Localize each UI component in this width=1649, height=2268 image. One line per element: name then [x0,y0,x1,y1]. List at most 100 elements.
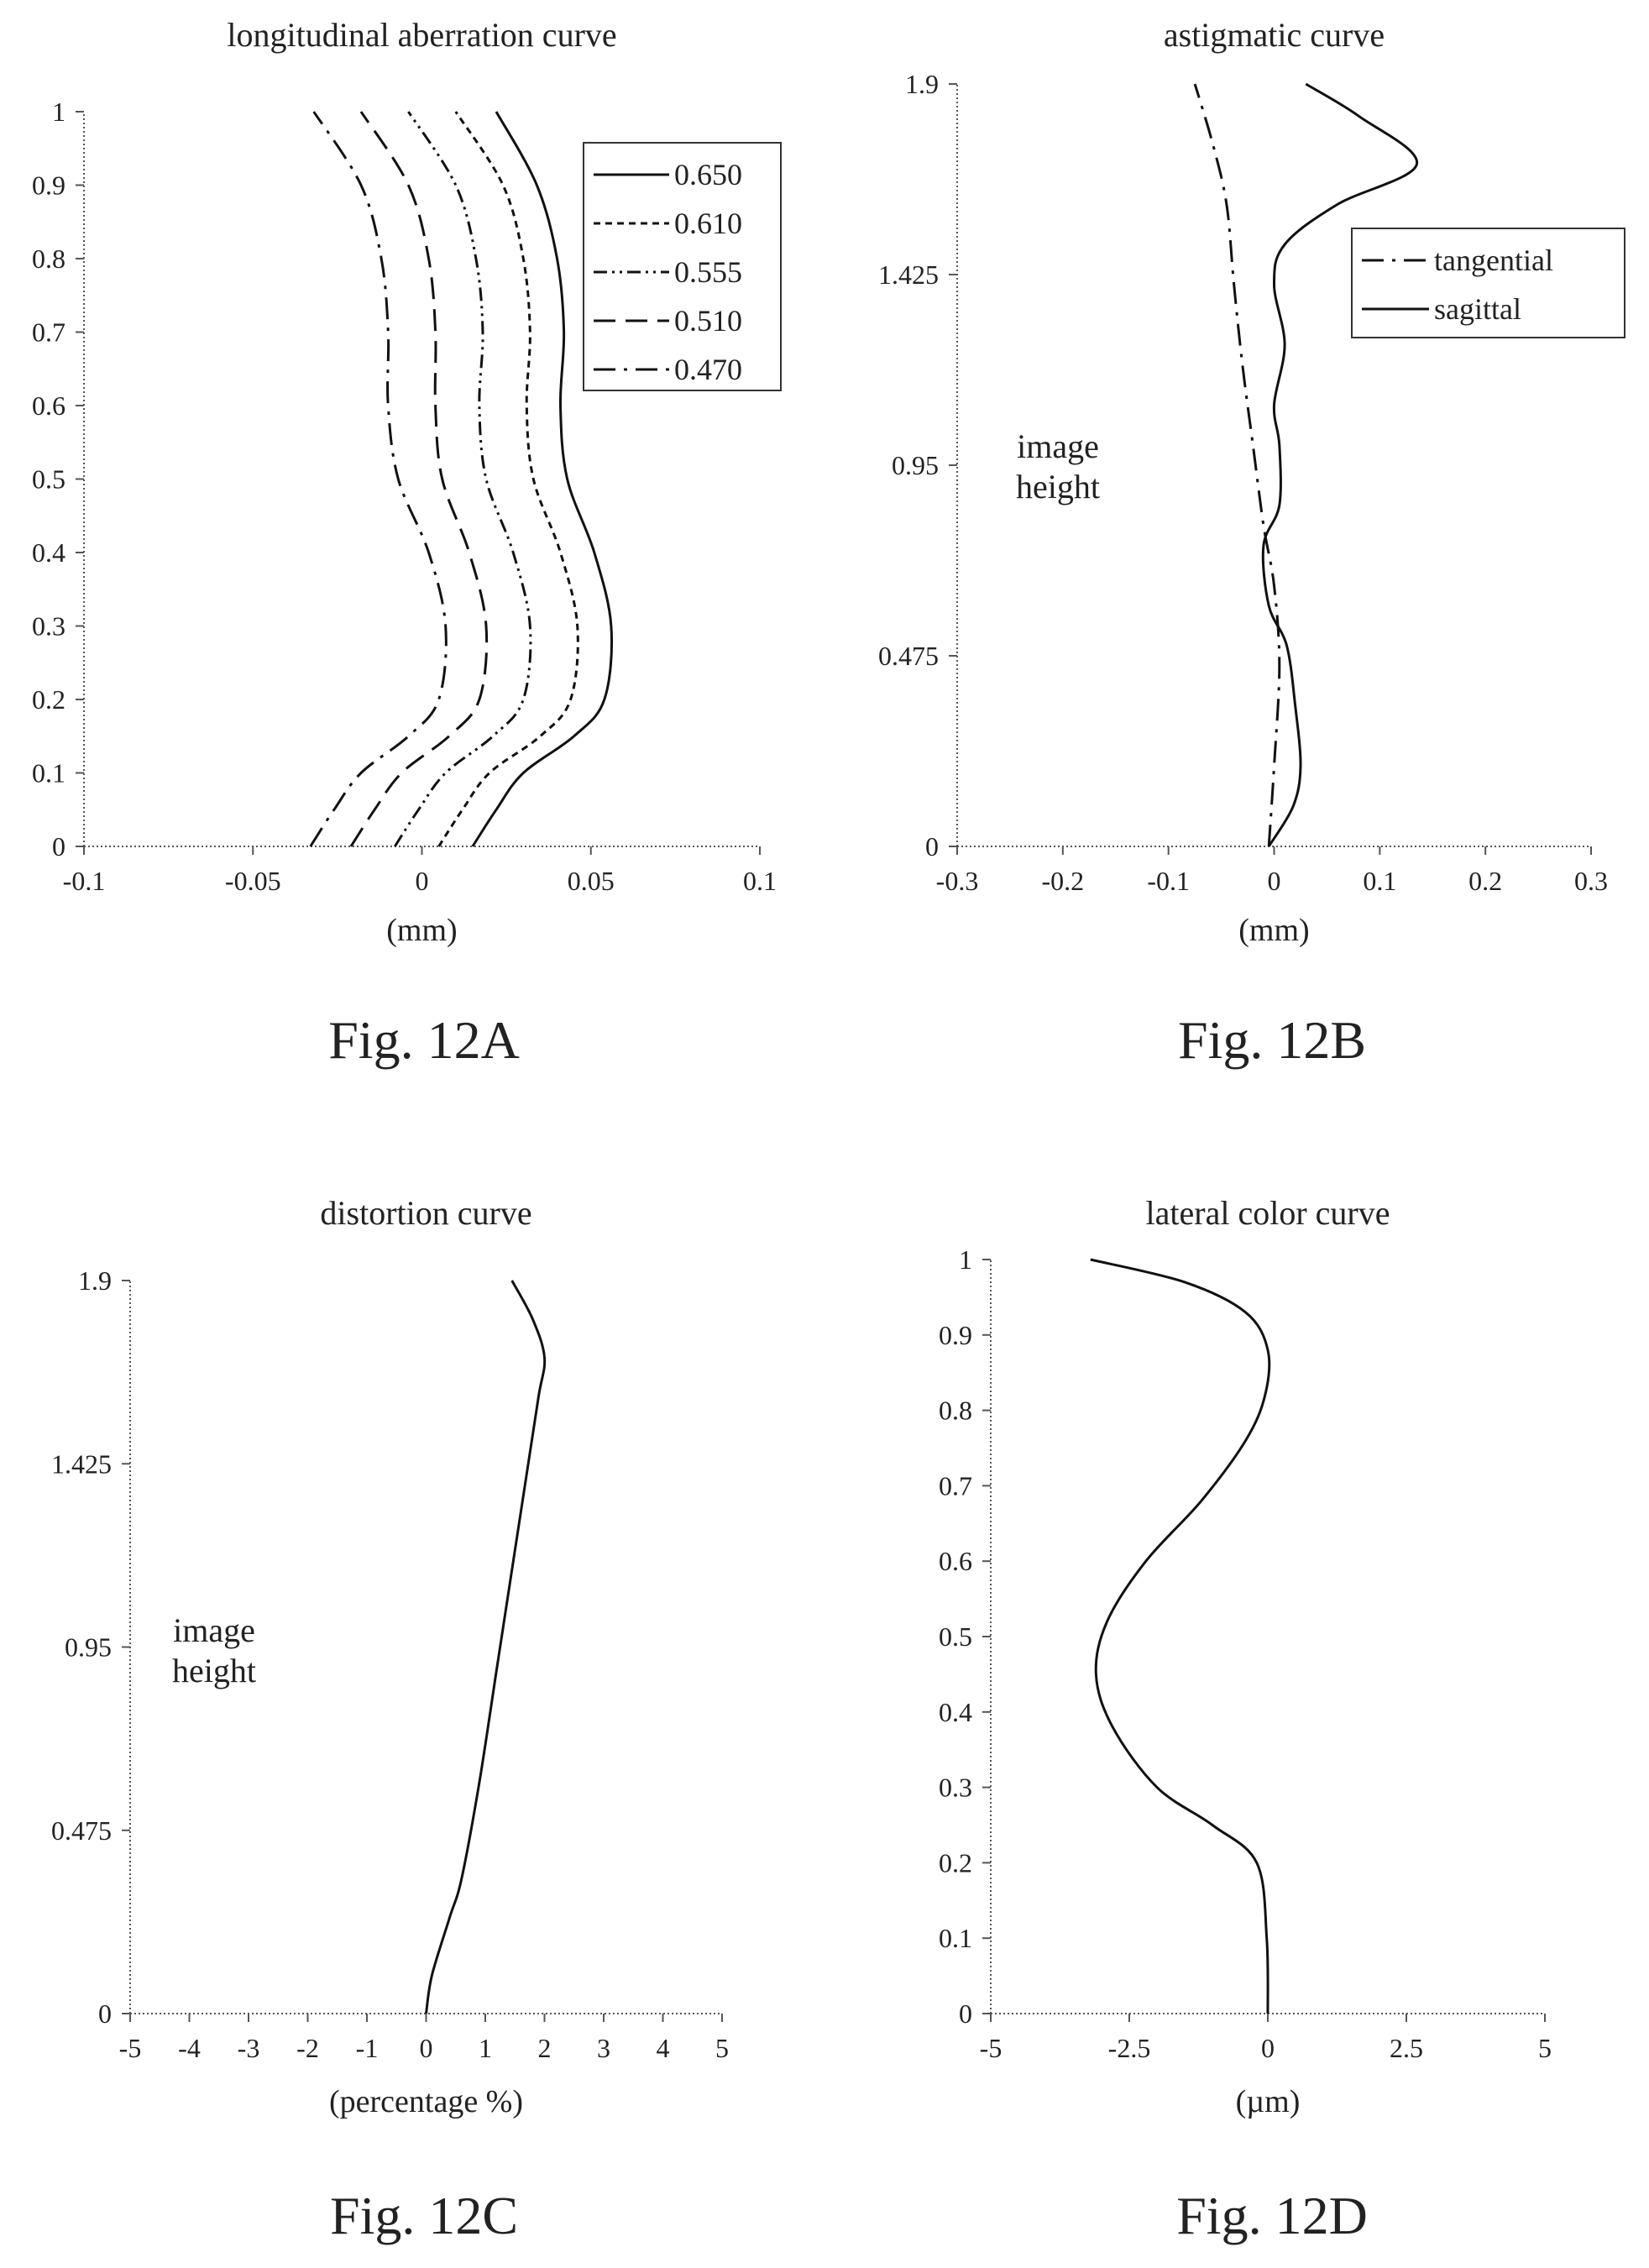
y-tick-label: 0.8 [32,244,65,274]
legend-label: 0.510 [674,304,742,338]
y-tick-label: 0.95 [65,1632,112,1663]
y-tick-label: 0.8 [939,1396,972,1426]
x-tick-label: 2.5 [1390,2033,1423,2063]
y-tick-label: 0.3 [939,1773,972,1803]
y-axis-annotation: height [172,1652,256,1689]
series-line-0650 [471,111,614,847]
series-line-tangential [1193,83,1281,847]
fig-caption-12c: Fig. 12C [330,2186,518,2245]
legend: 0.650 0.610 0.555 0.510 0.470 [583,142,782,391]
legend-label: 0.470 [674,353,742,386]
y-tick-label: 0.9 [32,170,65,201]
x-tick-label: 0.3 [1574,866,1608,896]
y-tick-label: 0.4 [32,537,65,568]
chart-title: longitudinal aberration curve [227,16,616,54]
x-tick-label: 0.1 [743,866,777,896]
x-tick-label: 0.05 [568,866,615,896]
x-tick-label: -2 [296,2033,319,2063]
chart-title: distortion curve [320,1194,531,1232]
y-tick-label: 0.2 [32,684,65,715]
x-tick-label: -1 [356,2033,379,2063]
x-tick-label: 0 [416,866,429,896]
chart-astigmatic: astigmatic curve -0.3 -0.2 -0.1 0 0.1 0.2 0.3 0 0… [878,16,1625,948]
x-axis-label: (µm) [1236,2084,1301,2119]
y-tick-label: 1.9 [905,69,939,99]
y-tick-label: 0.5 [32,464,65,495]
legend-label: 0.650 [674,158,742,191]
x-tick-label: 1 [479,2033,492,2063]
y-tick-label: 0.2 [939,1847,972,1878]
y-tick-label: 0 [959,1998,972,2029]
x-tick-label: -0.2 [1042,866,1085,896]
y-tick-label: 0 [925,831,939,862]
chart-title: astigmatic curve [1164,16,1385,54]
x-tick-label: -5 [980,2033,1002,2063]
series-line-0610 [437,111,579,847]
x-tick-label: 0 [1261,2033,1275,2063]
legend-box [1351,228,1625,338]
x-tick-label: -4 [178,2033,201,2063]
y-tick-label: 1.9 [78,1265,112,1296]
fig-caption-12d: Fig. 12D [1176,2186,1368,2245]
y-tick-label: 0 [98,1998,112,2029]
x-tick-label: 5 [1538,2033,1552,2063]
x-axis-label: (mm) [1238,913,1309,948]
y-tick-label: 0.475 [51,1815,112,1846]
chart-longitudinal-aberration: longitudinal aberration curve -0.1 -0.05 0 0… [32,16,782,948]
series-line-0555 [394,111,532,847]
series-line [1090,1258,1271,2014]
x-tick-label: -2.5 [1108,2033,1151,2063]
y-tick-label: 0.1 [32,758,65,788]
chart-title: lateral color curve [1146,1194,1390,1232]
x-tick-label: -0.05 [225,866,281,896]
x-axis-label: (percentage %) [329,2084,523,2119]
legend-label: 0.555 [674,255,742,289]
x-tick-label: 0 [420,2033,433,2063]
y-tick-label: 1 [52,97,65,127]
y-tick-label: 0.6 [32,390,65,421]
x-tick-label: 0.2 [1468,866,1502,896]
y-tick-label: 0.5 [939,1621,972,1652]
series-line-0470 [309,111,448,847]
y-tick-label: 0.4 [939,1697,972,1727]
y-tick-label: 0.3 [32,611,65,642]
x-tick-label: 5 [715,2033,729,2063]
x-tick-label: -0.1 [63,866,106,896]
legend-box [583,142,782,391]
x-tick-label: 3 [597,2033,610,2063]
legend-label: sagittal [1434,292,1521,326]
y-tick-label: 0.475 [878,641,939,671]
fig-caption-12a: Fig. 12A [328,1010,520,1070]
legend-label: 0.610 [674,207,742,240]
fig-caption-12b: Fig. 12B [1178,1010,1366,1070]
y-tick-label: 1.425 [51,1448,112,1479]
legend-label: tangential [1434,244,1553,277]
x-tick-label: 0 [1268,866,1281,896]
y-tick-label: 1.425 [878,259,939,290]
y-tick-label: 0.7 [939,1470,972,1501]
y-axis-annotation: image [1017,427,1099,465]
y-tick-label: 0.1 [939,1923,972,1953]
y-axis-annotation: image [173,1611,255,1649]
x-tick-label: 2 [538,2033,552,2063]
chart-lateral-color: lateral color curve -5 -2.5 0 2.5 5 0 0.1 0.2 0.3… [939,1194,1552,2119]
y-tick-label: 0.9 [939,1320,972,1350]
y-tick-label: 0.95 [892,450,939,480]
x-tick-label: -0.1 [1147,866,1190,896]
y-axis-annotation: height [1016,468,1100,505]
y-tick-label: 0.7 [32,317,65,348]
y-tick-label: 0.6 [939,1546,972,1576]
legend: tangential sagittal [1351,228,1625,338]
x-tick-label: 4 [657,2033,670,2063]
x-tick-label: -5 [119,2033,142,2063]
x-tick-label: 0.1 [1363,866,1396,896]
series-line-sagittal [1261,82,1418,847]
y-tick-label: 0 [52,831,65,862]
x-tick-label: -3 [238,2033,260,2063]
chart-distortion: distortion curve -5 -4 -3 -2 -1 0 1 2 3 4 5 0 0.475 0.… [51,1194,729,2119]
series-line-0510 [349,111,489,847]
x-tick-label: -0.3 [936,866,979,896]
y-tick-label: 1 [959,1244,972,1275]
x-axis-label: (mm) [386,913,457,948]
